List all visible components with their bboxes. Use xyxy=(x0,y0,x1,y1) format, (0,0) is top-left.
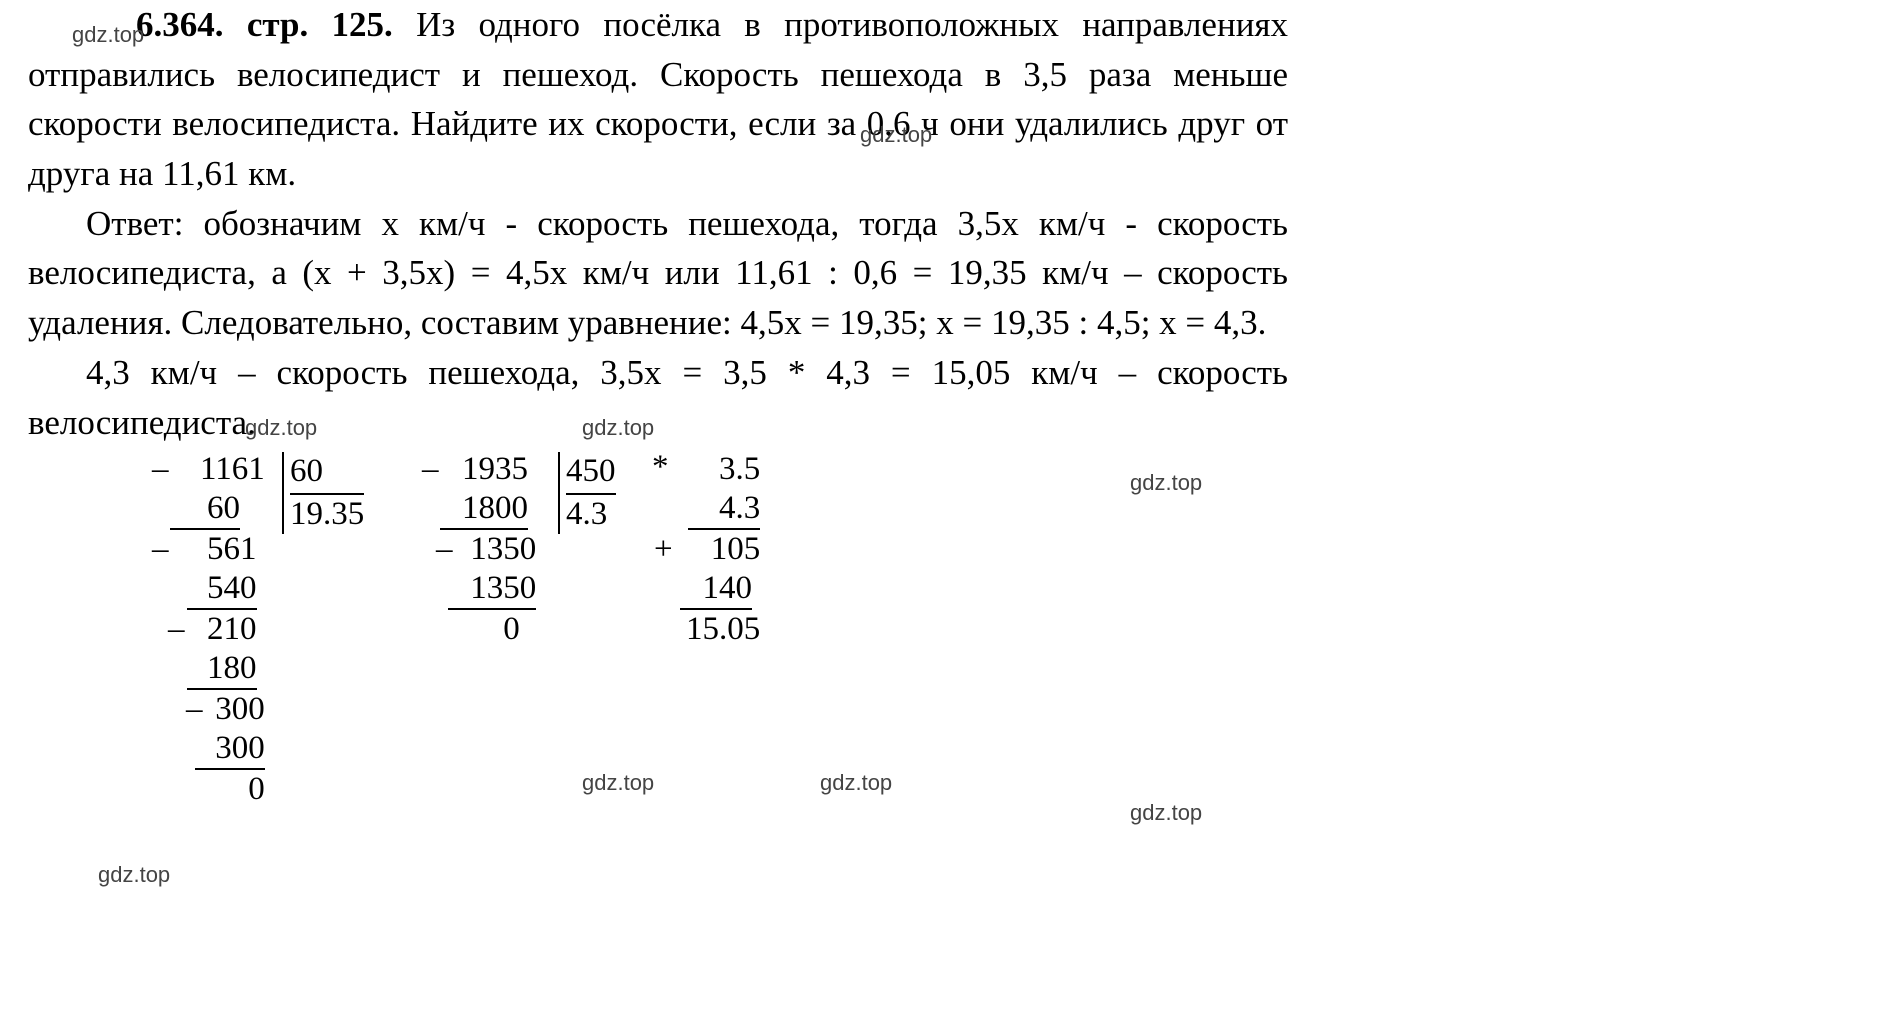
minus-sign: – xyxy=(422,450,439,489)
mul-line: *3.5 xyxy=(680,450,760,489)
minus-sign: – xyxy=(436,530,453,569)
div1-line: 180 xyxy=(170,649,265,690)
div2-divisor: 450 xyxy=(566,452,616,495)
div1-line: 60 xyxy=(170,489,265,530)
div2-line: 1350 xyxy=(440,569,536,610)
calc-value: 210 xyxy=(207,611,257,647)
problem-number: 6.364. xyxy=(136,5,224,44)
mul-result: 15.05 xyxy=(680,610,760,649)
div2-line: –1935 xyxy=(440,450,536,489)
answer-paragraph-1: Ответ: обозначим x км/ч - скорость пешех… xyxy=(28,199,1288,348)
div1-line: –210 xyxy=(170,610,265,649)
mul-line: +105 xyxy=(680,530,760,569)
calc-value: 540 xyxy=(207,570,257,606)
watermark: gdz.top xyxy=(820,770,892,796)
calc-value: 3.5 xyxy=(719,451,760,487)
mul-line: 4.3 xyxy=(680,489,760,530)
div2-line: –1350 xyxy=(440,530,536,569)
div1-dividend-col: –1161 60 –561 540 –210 180 –300 300 0 xyxy=(170,450,265,808)
plus-sign: + xyxy=(654,530,673,569)
div2-divisor-col: 450 4.3 xyxy=(558,452,616,534)
problem-paragraph: 6.364. стр. 125. Из одного посёлка в про… xyxy=(28,0,1288,199)
calc-value: 105 xyxy=(711,531,761,567)
calc-value: 1161 xyxy=(200,451,265,487)
div1-divisor: 60 xyxy=(290,452,364,495)
minus-sign: – xyxy=(152,450,169,489)
div2-line: 0 xyxy=(440,610,536,649)
div1-line: 540 xyxy=(170,569,265,610)
calc-value: 1350 xyxy=(470,531,536,567)
div1-line: –300 xyxy=(170,690,265,729)
div1-line: 0 xyxy=(170,770,265,809)
watermark: gdz.top xyxy=(1130,800,1202,826)
div1-quotient: 19.35 xyxy=(290,495,364,534)
div1-line: –561 xyxy=(170,530,265,569)
star-sign: * xyxy=(652,448,669,487)
watermark: gdz.top xyxy=(98,862,170,888)
minus-sign: – xyxy=(152,530,169,569)
mul-col: *3.5 4.3 +105 140 15.05 xyxy=(680,450,760,649)
watermark: gdz.top xyxy=(1130,470,1202,496)
calc-value: 60 xyxy=(207,490,240,526)
page-ref: стр. 125. xyxy=(247,5,393,44)
div2-line: 1800 xyxy=(440,489,536,530)
calc-value: 300 xyxy=(215,691,265,727)
answer-paragraph-2: 4,3 км/ч – скорость пешехода, 3,5x = 3,5… xyxy=(28,348,1288,447)
page-body: 6.364. стр. 125. Из одного посёлка в про… xyxy=(28,0,1288,447)
div1-line: 300 xyxy=(170,729,265,770)
calc-value: 1935 xyxy=(462,451,528,487)
calc-value: 0 xyxy=(503,611,520,647)
calc-value: 300 xyxy=(215,730,265,766)
calc-value: 180 xyxy=(207,650,257,686)
minus-sign: – xyxy=(168,610,185,649)
watermark: gdz.top xyxy=(582,770,654,796)
div1-divisor-col: 60 19.35 xyxy=(282,452,364,534)
calc-value: 0 xyxy=(248,771,265,807)
calc-value: 140 xyxy=(703,570,753,606)
div2-quotient: 4.3 xyxy=(566,495,616,534)
div1-line: –1161 xyxy=(170,450,265,489)
div2-dividend-col: –1935 1800 –1350 1350 0 xyxy=(440,450,536,649)
calc-value: 561 xyxy=(207,531,257,567)
calc-value: 1350 xyxy=(470,570,536,606)
minus-sign: – xyxy=(186,690,203,729)
calc-value: 4.3 xyxy=(719,490,760,526)
calc-value: 1800 xyxy=(462,490,528,526)
mul-line: 140 xyxy=(680,569,760,610)
